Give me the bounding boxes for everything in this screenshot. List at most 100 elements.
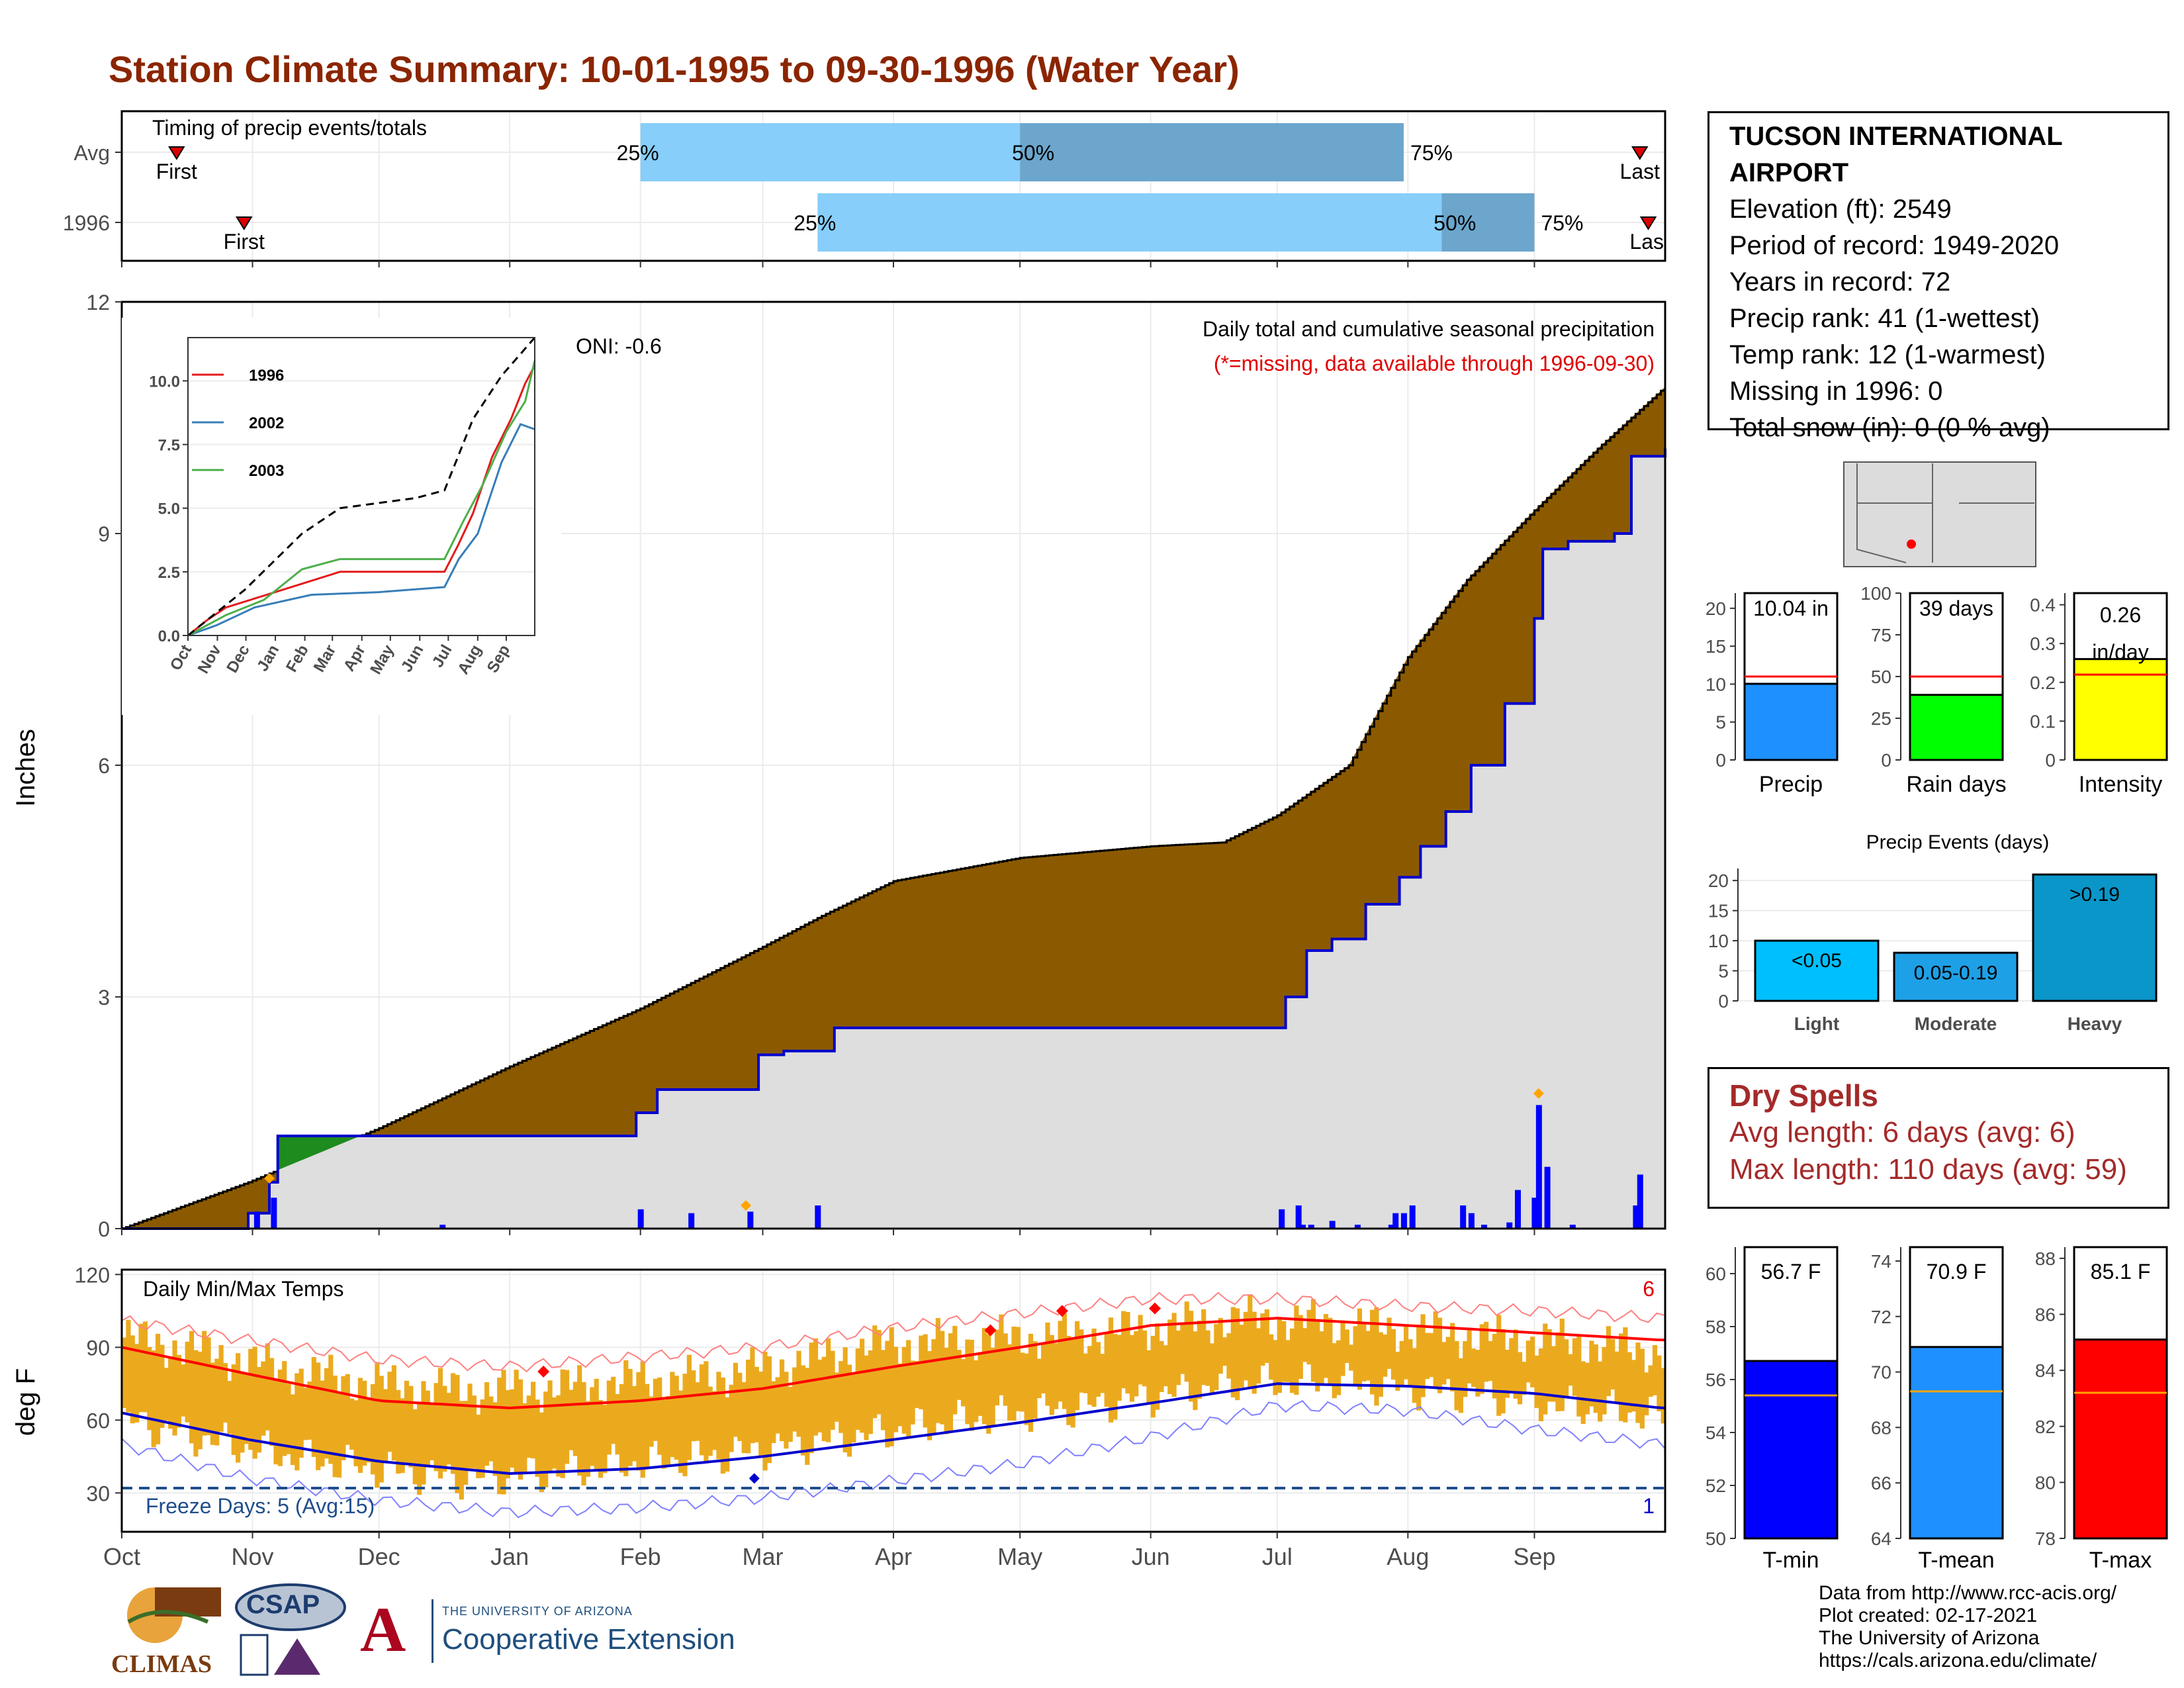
daily-precip-bar [1460, 1205, 1467, 1229]
temp-summary-y-tick-label: 82 [2035, 1417, 2056, 1437]
precip-summary-y-tick-label: 0 [1881, 750, 1891, 771]
daily-temp-bar [750, 1347, 755, 1444]
daily-temp-bar [606, 1380, 612, 1455]
precip-summary-category: Intensity [2079, 772, 2163, 797]
daily-temp-bar [1504, 1349, 1510, 1398]
daily-temp-bar [670, 1372, 675, 1458]
daily-temp-bar [218, 1344, 224, 1432]
daily-temp-bar [261, 1361, 266, 1436]
daily-temp-bar [691, 1370, 696, 1442]
daily-temp-bar [1458, 1358, 1463, 1413]
daily-temp-bar [720, 1377, 725, 1474]
daily-temp-bar [981, 1328, 987, 1425]
daily-temp-bar [142, 1321, 148, 1413]
daily-temp-bar [295, 1373, 300, 1471]
daily-temp-bar [1378, 1332, 1383, 1397]
daily-temp-bar [375, 1363, 380, 1488]
daily-temp-bar [1584, 1362, 1590, 1415]
daily-temp-bar [707, 1386, 713, 1456]
daily-temp-bar [206, 1337, 211, 1436]
daily-temp-bar [1209, 1343, 1215, 1394]
precip-summary-value: 0.26 [2100, 603, 2141, 627]
precip-events-y-tick-label: 15 [1708, 901, 1729, 921]
timing-first-label: First [224, 230, 265, 254]
daily-temp-bar [821, 1356, 827, 1442]
daily-temp-bar [539, 1412, 544, 1493]
precip-summary-value: 39 days [1919, 596, 1993, 620]
daily-temp-bar [784, 1372, 789, 1449]
daily-temp-bar [1471, 1348, 1477, 1387]
precip-panel-title: Daily total and cumulative seasonal prec… [1203, 317, 1655, 341]
daily-precip-bar [1279, 1209, 1285, 1229]
daily-temp-bar [699, 1364, 705, 1456]
daily-temp-bar [842, 1347, 848, 1453]
record-low-count: 1 [1643, 1494, 1655, 1518]
daily-temp-bar [547, 1380, 553, 1473]
daily-temp-bar [1205, 1330, 1210, 1386]
daily-temp-bar [366, 1397, 371, 1463]
daily-precip-bar [688, 1213, 695, 1229]
daily-temp-bar [948, 1333, 954, 1432]
daily-temp-bar [1189, 1311, 1194, 1402]
daily-temp-bar [126, 1319, 131, 1413]
daily-temp-bar [1277, 1319, 1282, 1393]
daily-temp-bar [463, 1401, 469, 1485]
daily-precip-bar [1633, 1205, 1639, 1229]
logo-row: CLIMAS CSAP A THE UNIVERSITY OF ARIZONA … [109, 1582, 744, 1681]
daily-temp-bar [1235, 1308, 1240, 1401]
temp-summary-y-tick-label: 78 [2035, 1528, 2056, 1549]
daily-temp-bar [1281, 1321, 1287, 1382]
temp-summary-category: T-mean [1918, 1548, 1994, 1573]
precip-summary-category: Rain days [1906, 772, 2006, 797]
daily-temp-bar [1572, 1338, 1577, 1396]
daily-temp-bar [1138, 1315, 1143, 1385]
daily-temp-bar [1285, 1340, 1291, 1382]
daily-temp-bar [1041, 1342, 1046, 1394]
daily-temp-bar [231, 1364, 236, 1455]
daily-temp-bar [1349, 1344, 1354, 1371]
daily-precip-bar [1514, 1190, 1521, 1229]
record-high-marker [1056, 1305, 1068, 1317]
daily-temp-bar [353, 1400, 359, 1467]
daily-temp-bar [1408, 1339, 1413, 1385]
daily-temp-bar [585, 1401, 591, 1477]
daily-temp-bar [1390, 1329, 1396, 1380]
timing-row-label: Avg [73, 141, 110, 165]
daily-temp-bar [1087, 1346, 1093, 1405]
daily-temp-bar [999, 1314, 1004, 1395]
daily-temp-bar [1155, 1323, 1160, 1410]
daily-temp-bar [1551, 1346, 1557, 1402]
oni-annotation: ONI: -0.6 [576, 334, 662, 358]
daily-temp-bar [800, 1365, 805, 1456]
daily-temp-bar [826, 1338, 831, 1442]
daily-temp-bar [686, 1354, 692, 1460]
daily-temp-bar [328, 1354, 334, 1464]
daily-temp-bar [425, 1390, 430, 1466]
daily-temp-bar [311, 1356, 316, 1457]
daily-temp-bar [197, 1351, 203, 1450]
csap-logo: CSAP [234, 1582, 347, 1681]
missing-marker [264, 1173, 275, 1184]
temp-summary-value: 70.9 F [1927, 1260, 1987, 1284]
inset-bg [122, 318, 561, 715]
daily-precip-bar [1354, 1225, 1361, 1229]
daily-temp-bar [649, 1396, 654, 1447]
daily-temp-bar [1070, 1339, 1075, 1428]
daily-temp-bar [535, 1399, 540, 1477]
daily-temp-bar [1129, 1335, 1134, 1402]
precip-events-bar-label: 0.05-0.19 [1914, 962, 1998, 984]
record-low-marker [749, 1473, 760, 1484]
daily-temp-bar [556, 1395, 561, 1477]
daily-temp-bar [1631, 1360, 1637, 1412]
daily-temp-bar [518, 1379, 523, 1480]
daily-temp-bar [1618, 1333, 1624, 1421]
temp-summary-category: T-min [1763, 1548, 1819, 1573]
credit-line: Data from http://www.rcc-acis.org/ [1819, 1582, 2117, 1604]
timing-row-label: 1996 [63, 211, 110, 235]
daily-temp-bar [994, 1329, 1000, 1406]
daily-precip-bar [1308, 1225, 1314, 1229]
ua-extension: Cooperative Extension [442, 1623, 735, 1656]
daily-temp-bar [805, 1368, 810, 1465]
precip-summary-category: Precip [1759, 772, 1823, 797]
daily-temp-bar [248, 1348, 253, 1450]
